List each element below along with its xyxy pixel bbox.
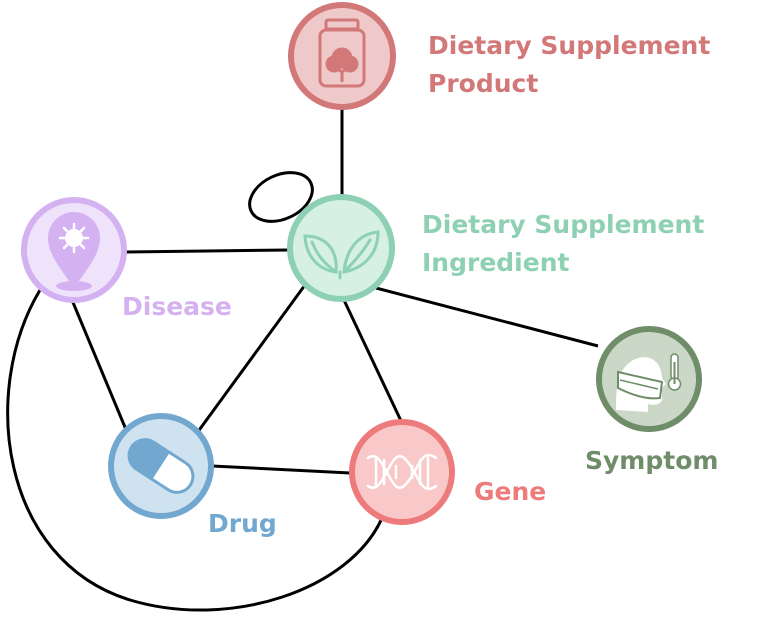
edge-ingredient-gene [341, 297, 404, 424]
node-dietary-supplement-product[interactable]: Dietary Supplement Product [288, 2, 710, 110]
ingredient-label-line1: Dietary Supplement [422, 210, 704, 239]
edge-ingredient-drug [195, 284, 307, 434]
edges [6, 108, 599, 612]
leaves-icon [303, 230, 380, 280]
dna-icon [366, 454, 438, 490]
drug-label: Drug [208, 509, 277, 538]
disease-label: Disease [122, 292, 232, 321]
ingredient-label-line2: Ingredient [422, 248, 569, 277]
product-label-line1: Dietary Supplement [428, 31, 710, 60]
product-label-line2: Product [428, 69, 538, 98]
node-disease[interactable]: Disease [21, 197, 232, 321]
edge-disease-gene-arc [6, 289, 384, 612]
gene-circle [349, 419, 455, 525]
node-symptom[interactable]: Symptom [585, 326, 718, 475]
pill-capsule-icon [127, 438, 195, 494]
edge-disease-ingredient [124, 248, 290, 254]
gene-label: Gene [474, 477, 546, 506]
edge-ingredient-symptom [375, 286, 599, 348]
mask-thermometer-icon [616, 353, 682, 412]
node-dietary-supplement-ingredient[interactable]: Dietary Supplement Ingredient [287, 194, 704, 302]
node-drug[interactable]: Drug [108, 413, 277, 538]
supplement-bottle-icon [318, 18, 366, 88]
node-gene[interactable]: Gene [349, 419, 546, 525]
edge-drug-gene [211, 464, 351, 475]
edge-ingredient-self-loop [248, 171, 314, 223]
virus-pin-icon [48, 212, 100, 291]
symptom-label: Symptom [585, 446, 718, 475]
edge-disease-drug [70, 299, 129, 433]
ingredient-circle [287, 194, 395, 302]
